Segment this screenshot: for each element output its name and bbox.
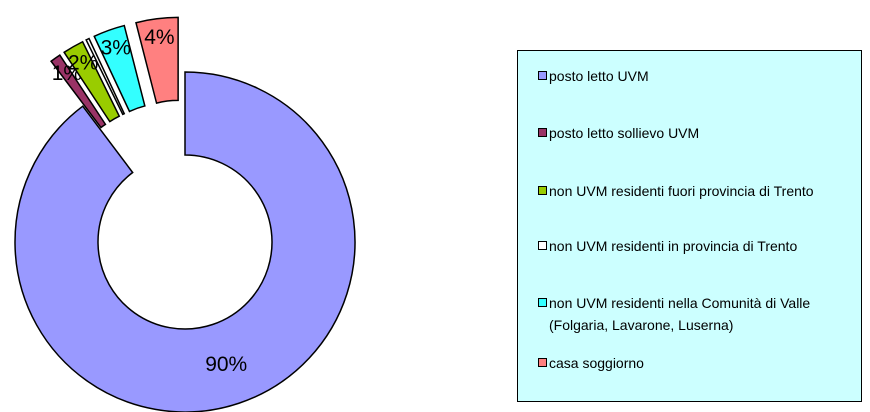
donut-slice	[14, 71, 356, 412]
legend-item: posto letto sollievo UVM	[538, 122, 869, 144]
slice-label: 3%	[101, 37, 131, 60]
legend-label: posto letto UVM	[549, 68, 649, 84]
donut-slice	[135, 16, 179, 105]
legend-label: posto letto sollievo UVM	[549, 125, 700, 141]
legend-swatch	[538, 71, 547, 80]
legend-swatch	[538, 298, 547, 307]
chart: 90%1%2%3% 4%	[14, 16, 356, 412]
legend-swatch	[538, 358, 547, 367]
donut-slice	[63, 40, 121, 123]
donut-slice	[93, 24, 146, 113]
slice-label: 2%	[68, 52, 98, 75]
donut-slice	[50, 54, 107, 129]
donut-slice	[85, 37, 126, 116]
legend-item: non UVM residenti in provincia di Trento	[538, 235, 869, 257]
legend-item: non UVM residenti fuori provincia di Tre…	[538, 180, 869, 202]
legend-label: casa soggiorno	[549, 355, 644, 371]
legend: posto letto UVM posto letto sollievo UVM n…	[517, 50, 862, 402]
slice-label: 90%	[205, 353, 247, 376]
legend-label: non UVM residenti in provincia di Trento	[549, 238, 798, 254]
slice-label: 4%	[144, 26, 174, 49]
legend-item: posto letto UVM	[538, 65, 869, 87]
legend-swatch	[538, 241, 547, 250]
legend-swatch	[538, 128, 547, 137]
legend-label: non UVM residenti fuori provincia di Tre…	[549, 183, 814, 199]
legend-label: non UVM residenti nella Comunità di Vall…	[549, 295, 811, 333]
legend-item: non UVM residenti nella Comunità di Vall…	[538, 292, 869, 336]
legend-item: casa soggiorno	[538, 352, 869, 374]
legend-swatch	[538, 186, 547, 195]
